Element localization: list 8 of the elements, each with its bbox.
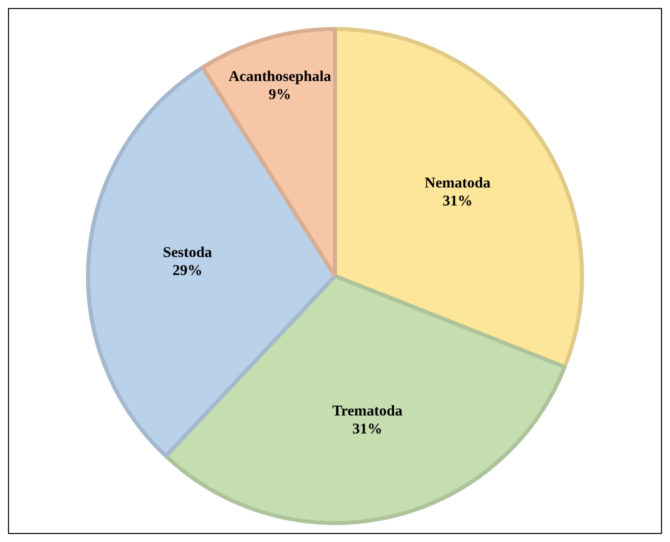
slice-label: Trematoda <box>332 404 403 420</box>
data-label: 9% <box>268 87 292 104</box>
slice-label: Sestoda <box>162 244 213 261</box>
slice-label: Acanthosephala <box>228 69 332 86</box>
slice-label: Nematoda <box>424 176 491 192</box>
data-label: 31% <box>442 194 473 210</box>
data-label: 29% <box>172 262 202 279</box>
data-label: 31% <box>352 422 382 438</box>
